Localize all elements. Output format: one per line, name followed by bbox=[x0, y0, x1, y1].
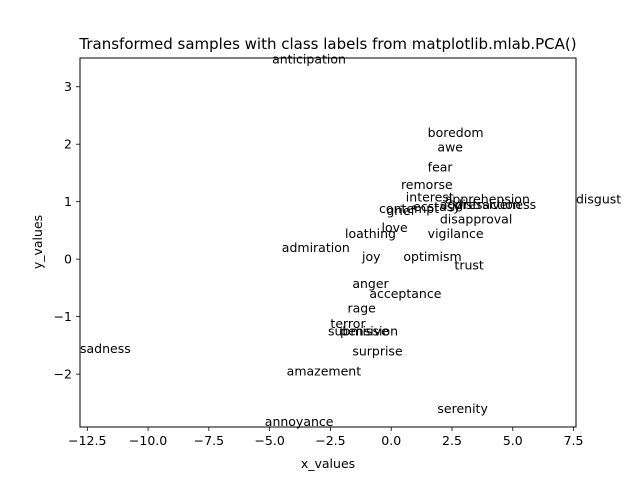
y-tick-label: 1 bbox=[64, 194, 72, 209]
point-label-fear: fear bbox=[428, 160, 454, 175]
point-label-love: love bbox=[381, 220, 408, 235]
y-tick-label: 0 bbox=[64, 252, 72, 267]
point-label-boredom: boredom bbox=[428, 125, 484, 140]
point-label-trust: trust bbox=[454, 257, 483, 272]
point-label-joy: joy bbox=[361, 249, 381, 264]
point-label-optimism: optimism bbox=[403, 249, 461, 264]
point-label-ecstasy: ecstasy bbox=[413, 199, 461, 214]
point-label-remorse: remorse bbox=[401, 177, 453, 192]
y-tick-label: −1 bbox=[54, 309, 72, 324]
point-label-disgust: disgust bbox=[576, 191, 621, 206]
y-axis: −2 −1 0 1 2 3 bbox=[54, 79, 80, 382]
x-tick-label: 5.0 bbox=[503, 433, 523, 448]
chart-title: Transformed samples with class labels fr… bbox=[78, 35, 576, 53]
x-tick-label: 0.0 bbox=[381, 433, 401, 448]
point-label-terror: terror bbox=[330, 316, 366, 331]
x-axis: −12.5 −10.0 −7.5 −5.0 −2.5 0.0 2.5 5.0 7.5 bbox=[68, 427, 584, 448]
x-tick-label: 7.5 bbox=[564, 433, 584, 448]
point-label-annoyance: annoyance bbox=[265, 414, 334, 429]
x-tick-label: 2.5 bbox=[442, 433, 462, 448]
point-label-anger: anger bbox=[352, 276, 389, 291]
point-label-sadness: sadness bbox=[80, 341, 131, 356]
point-label-aggressiveness: aggressiveness bbox=[440, 197, 536, 212]
y-tick-label: −2 bbox=[54, 367, 72, 382]
x-tick-label: −10.0 bbox=[129, 433, 167, 448]
plot-frame bbox=[79, 57, 577, 428]
point-label-disapproval: disapproval bbox=[440, 211, 513, 226]
x-tick-label: −5.0 bbox=[254, 433, 284, 448]
point-label-vigilance: vigilance bbox=[428, 226, 484, 241]
point-label-rage: rage bbox=[347, 301, 376, 316]
y-tick-label: 2 bbox=[64, 137, 72, 152]
point-label-acceptance: acceptance bbox=[369, 286, 441, 301]
x-axis-label: x_values bbox=[301, 456, 355, 471]
point-label-apprehension: apprehension bbox=[445, 191, 530, 206]
x-tick-label: −2.5 bbox=[315, 433, 345, 448]
point-label-pensive: pensive bbox=[340, 324, 389, 339]
point-label-contempt: contempt bbox=[379, 201, 439, 216]
y-axis-label: y_values bbox=[30, 215, 45, 269]
point-label-anticipation: anticipation bbox=[272, 52, 346, 67]
point-label-loathing: loathing bbox=[345, 226, 396, 241]
point-label-submission: submission bbox=[328, 324, 398, 339]
x-tick-label: −7.5 bbox=[194, 433, 224, 448]
point-label-admiration: admiration bbox=[282, 240, 350, 255]
point-label-grief: grief bbox=[386, 203, 415, 218]
point-label-surprise: surprise bbox=[352, 344, 403, 359]
x-tick-label: −12.5 bbox=[68, 433, 106, 448]
point-label-serenity: serenity bbox=[437, 401, 488, 416]
point-label-amazement: amazement bbox=[287, 364, 362, 379]
y-tick-label: 3 bbox=[64, 79, 72, 94]
point-label-interest: interest bbox=[406, 190, 454, 205]
point-label-awe: awe bbox=[437, 140, 463, 155]
point-label-distraction: distraction bbox=[454, 197, 520, 212]
